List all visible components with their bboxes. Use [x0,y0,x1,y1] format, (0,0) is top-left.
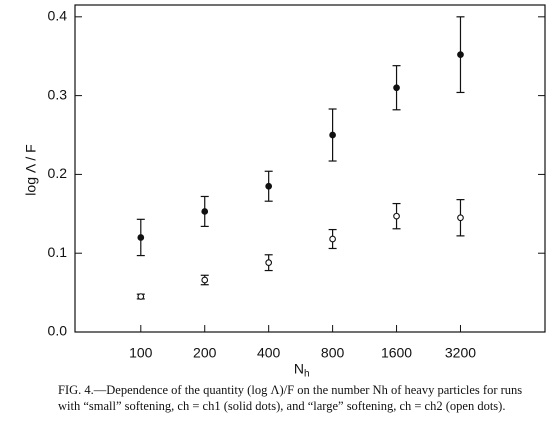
x-axis-label-subscript: h [304,369,310,380]
data-point [393,84,400,92]
x-tick-label: 100 [129,345,153,361]
data-point [329,235,336,243]
x-tick-label: 800 [321,345,345,361]
y-tick-label: 0.3 [48,86,68,102]
figure-caption: FIG. 4.—Dependence of the quantity (log … [58,383,523,413]
y-tick-label: 0.0 [48,323,68,339]
x-tick-label: 400 [257,345,281,361]
data-point [265,259,273,267]
data-point [201,208,209,215]
data-point [329,131,336,139]
x-axis-label: N [294,361,304,377]
x-tick-label: 200 [193,345,217,361]
data-point [201,276,209,284]
data-point [137,234,145,241]
data-point [393,212,400,220]
y-tick-label: 0.1 [48,244,68,260]
y-tick-label: 0.4 [48,8,68,24]
plot-frame [74,4,546,333]
data-point [457,214,464,222]
x-tick-label: 1600 [381,345,412,361]
data-point [457,51,464,58]
data-point [265,182,273,190]
chart: log Λ / F N h 0.0 0.1 0.2 0.3 0.4 100 200 400 80… [23,4,546,380]
y-tick-label: 0.2 [48,165,68,181]
x-tick-label: 3200 [445,345,476,361]
y-axis-label: log Λ / F [23,144,39,195]
data-point [137,293,145,300]
